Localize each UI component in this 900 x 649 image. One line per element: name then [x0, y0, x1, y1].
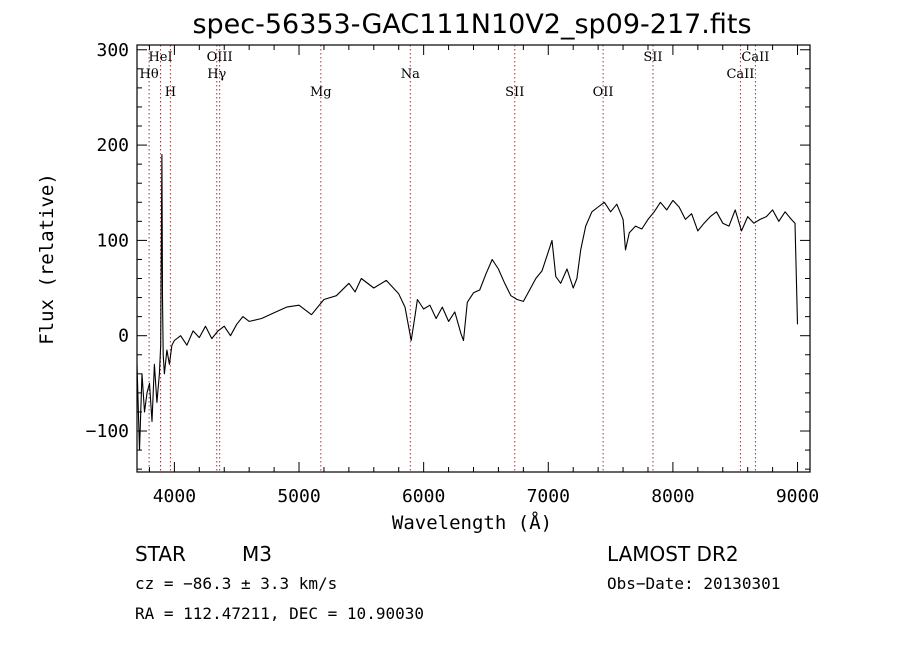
- line-marker-label: Mg: [310, 85, 332, 100]
- x-tick-label: 9000: [776, 486, 819, 507]
- x-tick-label: 4000: [153, 486, 196, 507]
- object-type: STAR: [135, 542, 186, 566]
- line-marker-label: HeI: [148, 50, 172, 65]
- line-marker-label: OII: [593, 85, 614, 100]
- x-tick-label: 6000: [402, 486, 445, 507]
- y-tick-label: 0: [118, 326, 129, 347]
- axes: [136, 44, 811, 473]
- x-tick-label: 7000: [527, 486, 570, 507]
- plot-frame: [136, 44, 811, 473]
- x-tick-label: 8000: [651, 486, 694, 507]
- line-marker-label: Na: [401, 67, 420, 82]
- y-tick-label: 100: [96, 230, 129, 251]
- obs-date-text: Obs−Date: 20130301: [607, 574, 780, 593]
- coords-text: RA = 112.47211, DEC = 10.90030: [135, 604, 424, 623]
- survey-name: LAMOST DR2: [607, 542, 739, 566]
- line-marker-label: SII: [505, 85, 524, 100]
- line-marker-label: SII: [643, 50, 662, 65]
- x-axis-label: Wavelength (Å): [392, 511, 552, 534]
- spectrum-line: [136, 154, 799, 451]
- line-marker-label: Hθ: [140, 67, 159, 82]
- y-tick-label: −100: [86, 421, 129, 442]
- y-tick-label: 300: [96, 40, 129, 61]
- line-marker-label: OIII: [207, 50, 233, 65]
- object-subclass: M3: [242, 542, 272, 566]
- ticks: 4000 5000 6000 7000 8000 9000 −100 0 100 200 300: [86, 40, 820, 507]
- line-markers: Hθ HeI H OIII Hγ Mg Na SII OII SII CaII CaII: [140, 45, 769, 472]
- x-tick-label: 5000: [277, 486, 320, 507]
- y-axis-label: Flux (relative): [36, 173, 58, 345]
- chart-title: spec-56353-GAC111N10V2_sp09-217.fits: [192, 9, 751, 40]
- line-marker-label: H: [165, 85, 176, 100]
- line-marker-label: CaII: [726, 67, 754, 82]
- line-marker-label: Hγ: [207, 67, 226, 82]
- series-layer: [136, 154, 799, 451]
- line-marker-label: CaII: [741, 50, 769, 65]
- redshift-text: cz = −86.3 ± 3.3 km/s: [135, 574, 337, 593]
- y-tick-label: 200: [96, 135, 129, 156]
